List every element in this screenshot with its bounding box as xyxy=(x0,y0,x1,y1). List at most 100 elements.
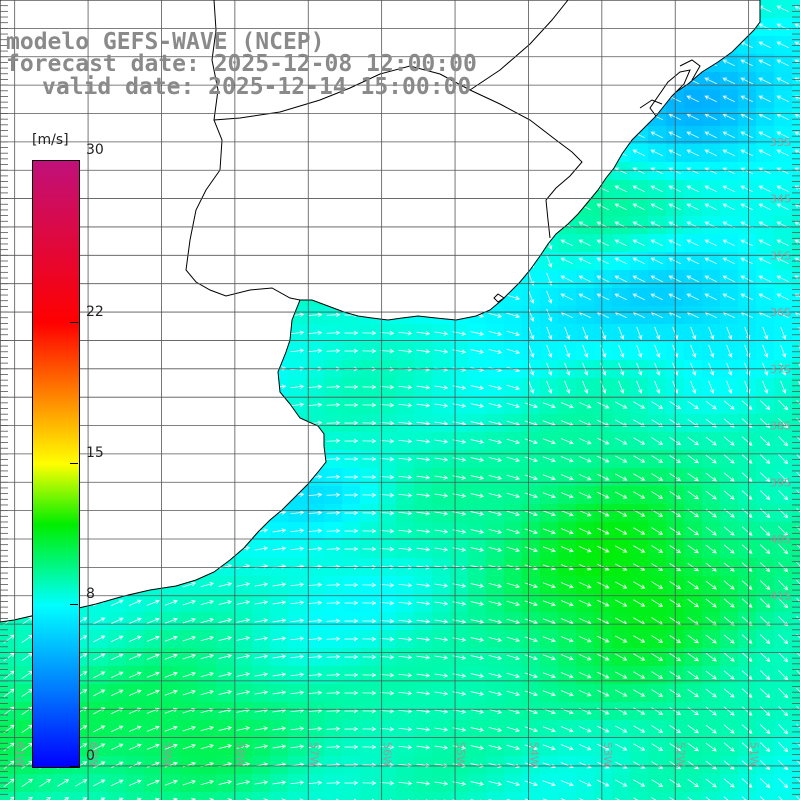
wind-arrow xyxy=(272,780,287,785)
wind-arrow xyxy=(578,509,592,517)
wind-arrow xyxy=(615,599,628,607)
wind-arrow xyxy=(758,239,772,247)
wind-arrow xyxy=(596,293,610,301)
wind-arrow xyxy=(776,293,790,301)
wind-arrow xyxy=(308,546,323,552)
wind-arrow xyxy=(299,798,304,800)
wind-arrow xyxy=(506,672,521,679)
wind-arrow xyxy=(416,421,431,426)
wind-arrow xyxy=(254,618,269,623)
wind-arrow xyxy=(740,203,754,211)
wind-arrow xyxy=(722,257,736,265)
wind-arrow xyxy=(741,742,753,752)
wind-arrow xyxy=(398,421,413,426)
wind-arrow xyxy=(218,672,233,677)
wind-arrow xyxy=(651,725,664,733)
wind-arrow xyxy=(596,779,610,787)
wind-arrow xyxy=(272,618,287,623)
wind-arrow xyxy=(182,671,196,678)
wind-arrow xyxy=(164,761,178,768)
wind-arrow xyxy=(740,77,754,85)
wind-arrow xyxy=(164,617,178,624)
wind-arrow xyxy=(778,634,789,645)
wind-arrow xyxy=(506,528,521,535)
wind-arrow xyxy=(542,672,556,679)
wind-arrow xyxy=(344,636,359,642)
latitude-label: 38S xyxy=(770,420,791,433)
wind-arrow xyxy=(760,634,771,645)
wind-arrow xyxy=(380,672,395,678)
wind-arrow xyxy=(778,526,789,537)
wind-arrow xyxy=(723,508,735,518)
wind-arrow xyxy=(560,600,574,607)
wind-arrow xyxy=(128,725,142,732)
wind-arrow xyxy=(578,491,592,499)
wind-arrow xyxy=(758,275,772,283)
wind-arrow xyxy=(760,454,771,465)
wind-cell xyxy=(486,792,505,800)
wind-arrow xyxy=(380,402,395,408)
wind-arrow xyxy=(704,275,718,283)
wind-arrow xyxy=(741,706,753,716)
wind-cell xyxy=(792,126,800,145)
wind-arrow xyxy=(524,582,538,589)
wind-arrow xyxy=(705,706,717,716)
wind-arrow xyxy=(128,761,142,768)
wind-arrow xyxy=(723,796,729,800)
wind-arrow xyxy=(636,326,643,340)
wind-arrow xyxy=(740,131,754,139)
wind-arrow xyxy=(760,670,771,681)
wind-arrow xyxy=(796,597,800,603)
wind-arrow xyxy=(272,744,287,749)
wind-arrow xyxy=(758,131,772,139)
wind-arrow xyxy=(687,526,699,536)
wind-arrow xyxy=(723,490,735,500)
wind-arrow xyxy=(546,308,553,322)
wind-arrow xyxy=(687,796,693,800)
wind-arrow xyxy=(687,598,699,608)
wind-arrow xyxy=(524,744,538,751)
wind-arrow xyxy=(326,402,341,408)
wind-arrow xyxy=(434,583,449,588)
wind-arrow xyxy=(524,402,538,409)
wind-arrow xyxy=(776,5,790,13)
wind-arrow xyxy=(687,742,699,752)
wind-arrow xyxy=(398,601,413,606)
wind-arrow xyxy=(308,690,323,696)
wind-arrow xyxy=(93,761,106,769)
wind-arrow xyxy=(760,526,771,537)
wind-cell xyxy=(720,792,739,800)
wind-arrow xyxy=(164,599,178,606)
wind-arrow xyxy=(740,275,754,283)
wind-arrow xyxy=(596,527,610,535)
wind-arrow xyxy=(380,384,395,390)
wind-arrow xyxy=(326,384,341,390)
wind-arrow xyxy=(434,709,449,714)
wind-arrow xyxy=(110,779,124,787)
wind-arrow xyxy=(506,330,521,337)
wind-arrow xyxy=(796,489,800,495)
wind-arrow xyxy=(236,780,251,785)
wind-arrow xyxy=(654,326,661,340)
wind-arrow xyxy=(380,438,395,444)
wind-arrow xyxy=(560,726,574,733)
wind-arrow xyxy=(218,654,233,659)
wind-arrow xyxy=(780,380,787,394)
wind-arrow xyxy=(326,672,341,678)
wind-arrow xyxy=(128,617,142,624)
wind-arrow xyxy=(542,726,556,733)
wind-arrow xyxy=(488,456,503,463)
wind-arrow xyxy=(128,599,142,606)
wind-arrow xyxy=(344,726,359,732)
wind-arrow xyxy=(542,582,556,589)
wind-arrow xyxy=(560,672,574,679)
wind-arrow xyxy=(687,436,699,446)
wind-arrow xyxy=(506,690,521,697)
wind-arrow xyxy=(796,579,800,585)
wind-arrow xyxy=(200,617,215,624)
wind-arrow xyxy=(506,384,521,391)
wind-arrow xyxy=(780,344,787,358)
wind-arrow xyxy=(470,475,485,480)
wind-arrow xyxy=(687,472,699,482)
wind-arrow xyxy=(722,113,736,121)
